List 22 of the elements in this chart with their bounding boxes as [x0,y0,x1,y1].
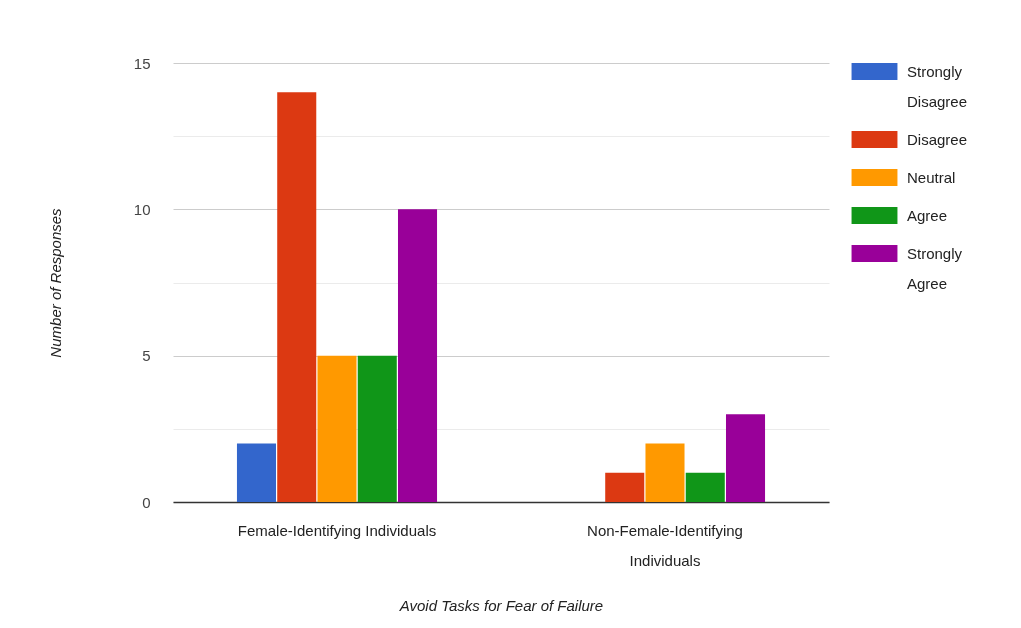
bar [685,472,725,502]
y-tick-label: 15 [133,54,151,72]
bar [645,443,685,502]
y-tick-label: 10 [133,200,151,218]
legend-label: Strongly Agree [907,244,963,292]
bar [236,443,277,502]
bar [357,355,397,502]
bar [317,355,357,502]
y-axis-title: Number of Responses [46,207,64,358]
bar [605,472,645,502]
legend-label: Agree [907,206,948,224]
bar [277,92,317,502]
bar [725,414,766,502]
y-tick-label: 0 [142,493,151,511]
x-tick-label: Non-Female-Identifying Individuals [587,521,743,569]
x-axis-title: Avoid Tasks for Fear of Failure [398,596,604,614]
y-tick-label: 5 [142,347,151,365]
legend-label: Disagree [907,130,968,148]
legend-label: Strongly Disagree [907,62,968,110]
bar [397,209,438,502]
legend-label: Neutral [907,168,956,186]
x-tick-label: Female-Identifying Individuals [237,521,437,539]
